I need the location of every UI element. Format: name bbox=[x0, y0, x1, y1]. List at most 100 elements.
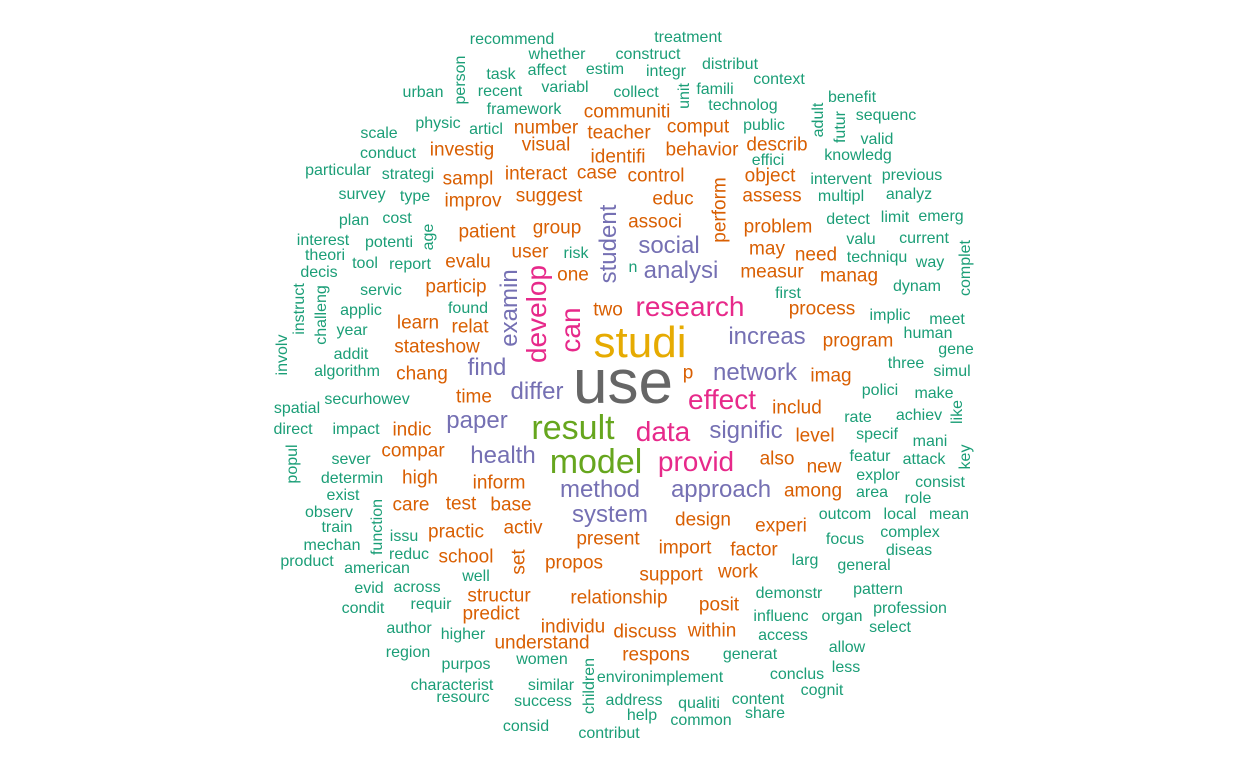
word-evid: evid bbox=[354, 580, 384, 597]
word-featur: featur bbox=[849, 448, 891, 465]
word-similar: similar bbox=[527, 677, 575, 694]
word-limit: limit bbox=[880, 209, 910, 226]
word-addit: addit bbox=[333, 346, 369, 363]
word-factor: factor bbox=[730, 539, 778, 561]
word-address: address bbox=[605, 692, 663, 709]
word-human: human bbox=[903, 325, 953, 342]
word-p: p bbox=[682, 362, 694, 384]
word-scale: scale bbox=[360, 125, 398, 142]
word-effect: effect bbox=[688, 384, 756, 415]
word-age: age bbox=[420, 223, 437, 251]
word-american: american bbox=[344, 560, 410, 577]
word-time: time bbox=[456, 386, 492, 408]
word-children: children bbox=[581, 657, 598, 715]
word-tool: tool bbox=[352, 255, 378, 272]
word-implic: implic bbox=[869, 307, 911, 324]
word-influenc: influenc bbox=[753, 608, 809, 625]
word-interest: interest bbox=[296, 232, 350, 249]
word-understand: understand bbox=[494, 632, 590, 654]
word-author: author bbox=[386, 620, 432, 637]
word-individu: individu bbox=[540, 616, 606, 638]
word-health: health bbox=[470, 442, 536, 469]
word-may: may bbox=[749, 238, 785, 260]
word-assess: assess bbox=[742, 185, 802, 207]
word-analyz: analyz bbox=[885, 186, 933, 203]
word-two: two bbox=[593, 299, 623, 321]
word-make: make bbox=[914, 385, 954, 402]
word-network: network bbox=[712, 359, 798, 386]
word-conduct: conduct bbox=[359, 145, 417, 162]
word-urban: urban bbox=[402, 84, 444, 101]
word-dynam: dynam bbox=[892, 278, 942, 295]
word-environimplement: environimplement bbox=[596, 669, 724, 686]
word-conclus: conclus bbox=[769, 666, 825, 683]
word-allow: allow bbox=[828, 639, 866, 656]
word-attack: attack bbox=[902, 451, 946, 468]
word-popul: popul bbox=[284, 444, 301, 484]
word-characterist: characterist bbox=[410, 677, 494, 694]
word-pattern: pattern bbox=[853, 581, 903, 598]
word-interact: interact bbox=[504, 163, 568, 185]
word-can: can bbox=[555, 307, 586, 353]
word-person: person bbox=[452, 55, 469, 105]
word-share: share bbox=[744, 705, 786, 722]
word-system: system bbox=[571, 501, 649, 528]
word-complet: complet bbox=[957, 239, 974, 297]
word-import: import bbox=[658, 537, 712, 559]
word-higher: higher bbox=[440, 626, 486, 643]
word-framework: framework bbox=[486, 101, 562, 118]
word-base: base bbox=[490, 494, 532, 516]
word-exist: exist bbox=[326, 487, 360, 504]
word-year: year bbox=[336, 322, 368, 339]
word-detect: detect bbox=[826, 211, 870, 228]
word-select: select bbox=[869, 619, 911, 636]
word-examin: examin bbox=[496, 269, 523, 347]
word-perform: perform bbox=[709, 177, 731, 243]
word-train: train bbox=[321, 519, 353, 536]
word-construct: construct bbox=[615, 46, 681, 63]
word-inform: inform bbox=[472, 472, 526, 494]
word-support: support bbox=[639, 564, 703, 586]
word-mechan: mechan bbox=[303, 537, 361, 554]
word-valu: valu bbox=[846, 231, 876, 248]
word-care: care bbox=[392, 494, 430, 516]
word-test: test bbox=[445, 493, 477, 515]
word-simul: simul bbox=[933, 363, 971, 380]
word-improv: improv bbox=[444, 190, 502, 212]
word-knowledg: knowledg bbox=[824, 147, 892, 164]
word-generat: generat bbox=[722, 646, 778, 663]
word-effici: effici bbox=[751, 152, 785, 169]
word-recent: recent bbox=[477, 83, 523, 100]
word-previous: previous bbox=[881, 167, 943, 184]
word-diseas: diseas bbox=[885, 542, 933, 559]
word-stateshow: stateshow bbox=[394, 336, 480, 358]
word-consid: consid bbox=[502, 718, 550, 735]
word-report: report bbox=[389, 256, 431, 273]
word-help: help bbox=[626, 707, 658, 724]
word-focus: focus bbox=[825, 531, 865, 548]
word-associ: associ bbox=[628, 211, 682, 233]
word-specif: specif bbox=[856, 426, 898, 443]
word-consist: consist bbox=[915, 474, 965, 491]
word-respons: respons bbox=[622, 644, 690, 666]
word-demonstr: demonstr bbox=[755, 585, 823, 602]
word-learn: learn bbox=[396, 312, 440, 334]
word-approach: approach bbox=[670, 476, 772, 503]
word-valid: valid bbox=[860, 131, 894, 148]
word-benefit: benefit bbox=[827, 89, 877, 106]
word-work: work bbox=[717, 561, 759, 583]
word-challeng: challeng bbox=[313, 285, 330, 345]
word-product: product bbox=[280, 553, 334, 570]
word-cost: cost bbox=[382, 210, 412, 227]
word-develop: develop bbox=[521, 264, 552, 364]
word-variabl: variabl bbox=[541, 79, 589, 96]
word-whether: whether bbox=[528, 46, 586, 63]
word-first: first bbox=[775, 285, 801, 302]
word-adult: adult bbox=[810, 102, 827, 138]
word-set: set bbox=[508, 549, 530, 575]
word-object: object bbox=[744, 165, 796, 187]
word-general: general bbox=[837, 557, 891, 574]
word-level: level bbox=[795, 425, 835, 447]
word-profession: profession bbox=[873, 600, 947, 617]
word-task: task bbox=[486, 66, 516, 83]
